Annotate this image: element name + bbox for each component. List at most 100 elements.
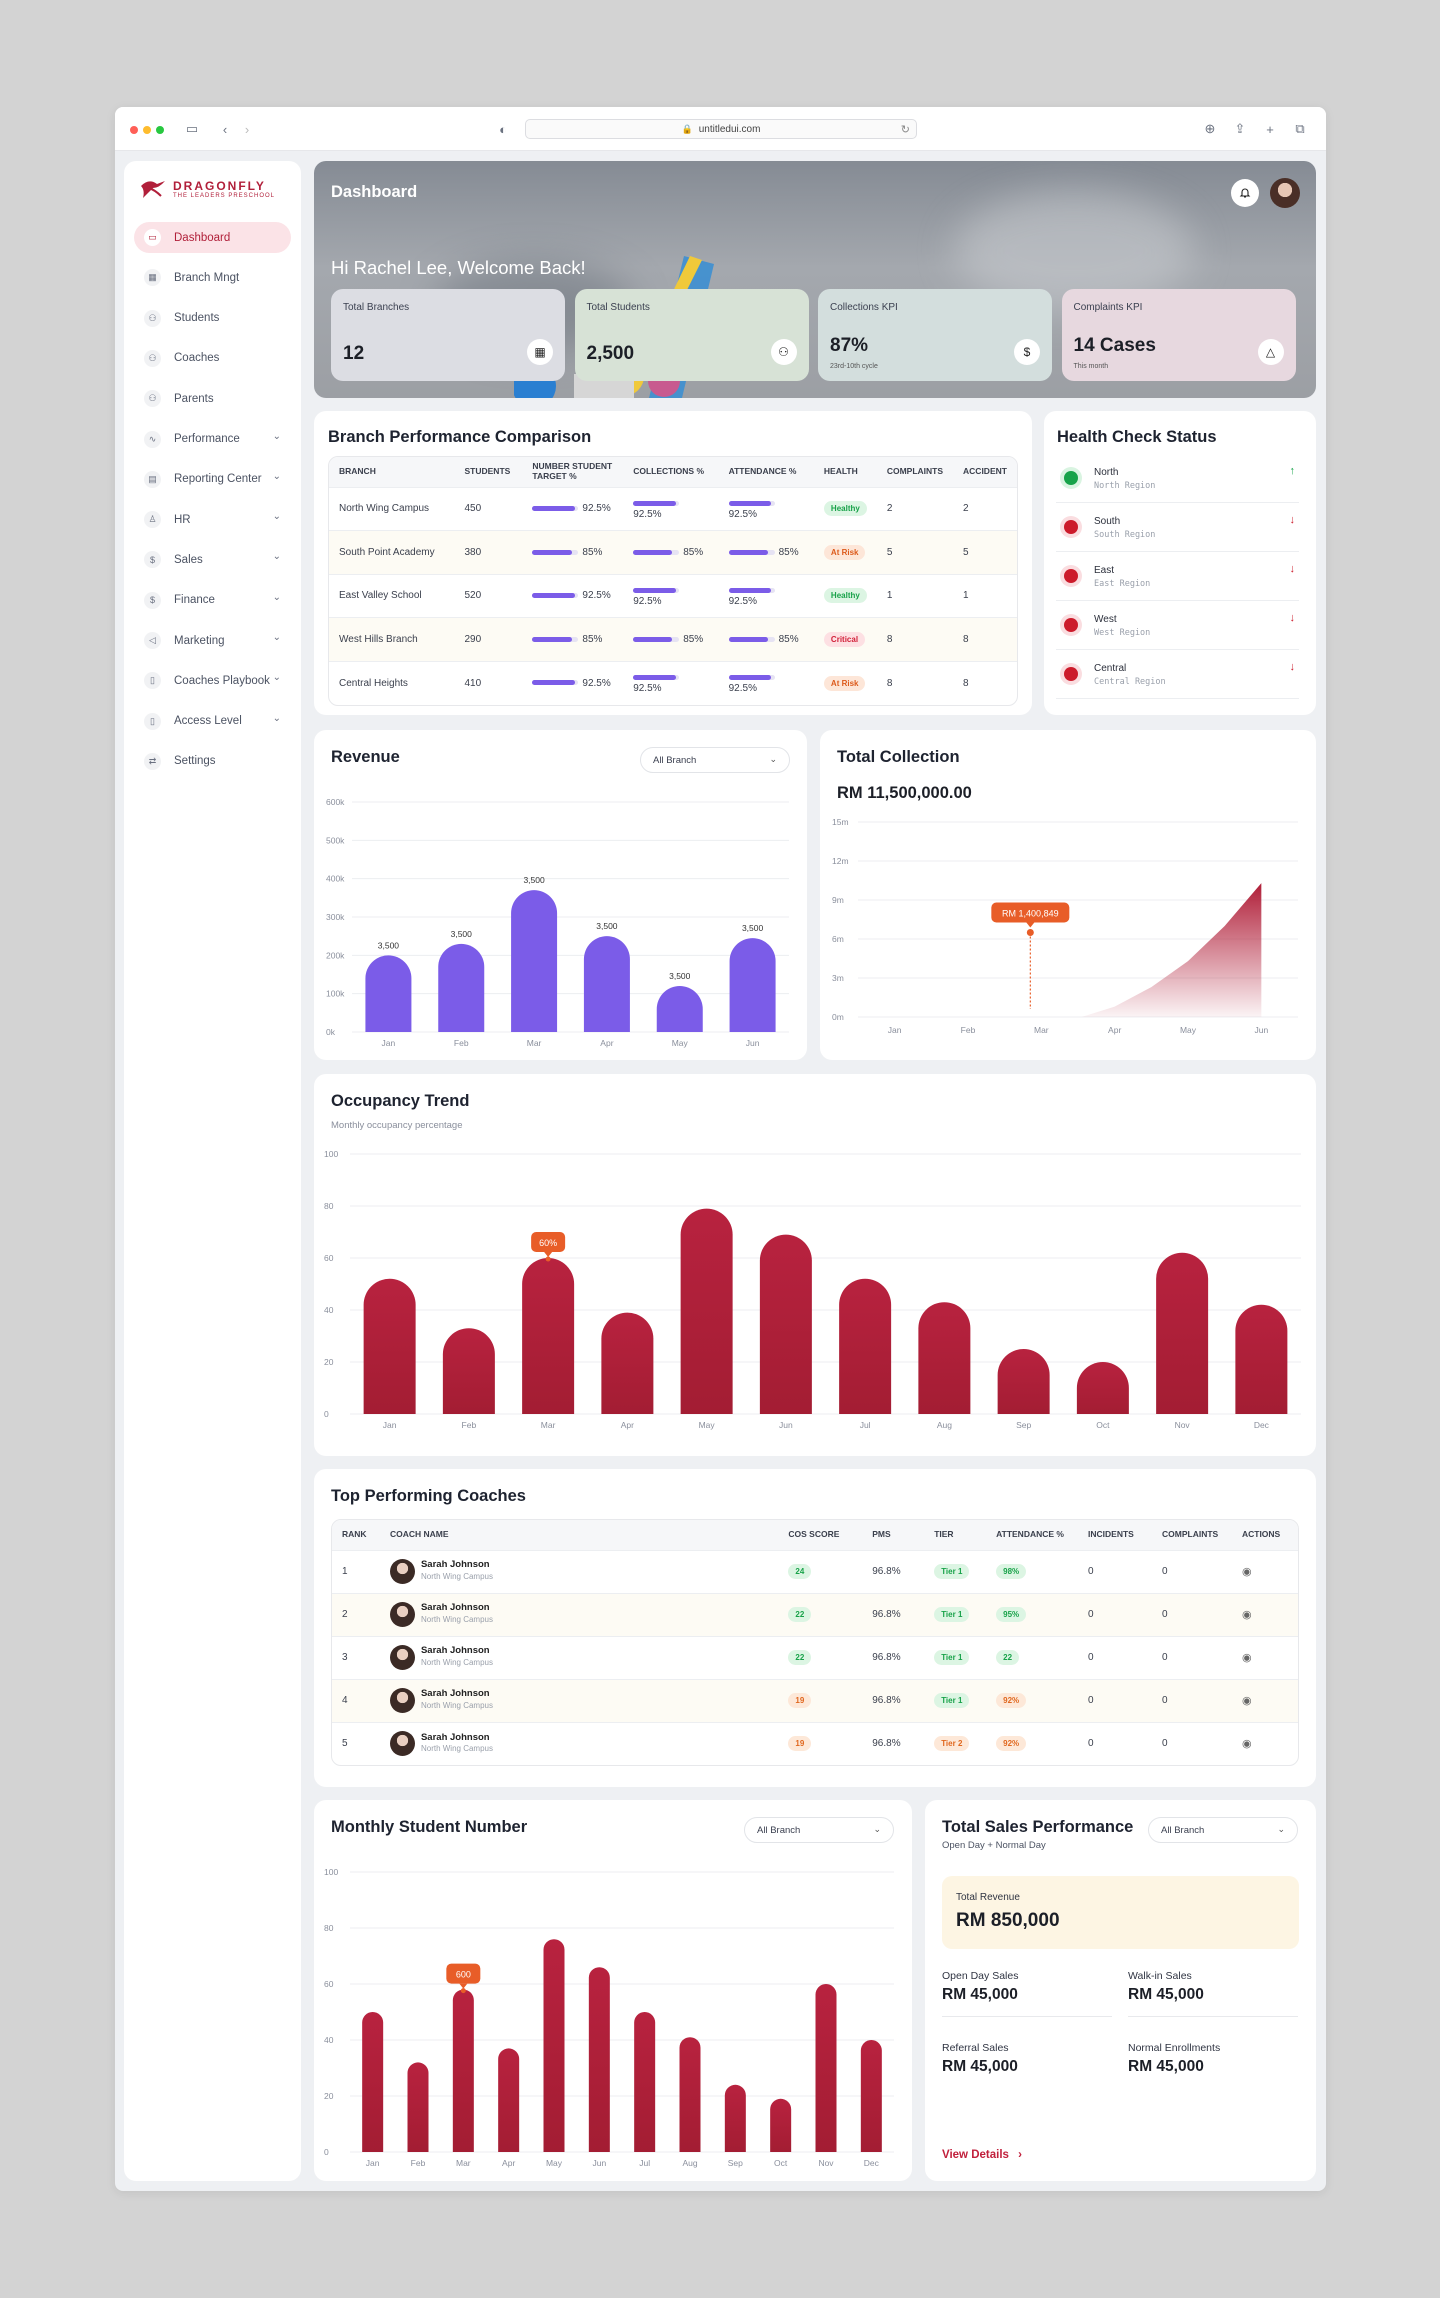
view-eye-icon[interactable]: ◉ xyxy=(1241,1695,1252,1707)
revenue-bar[interactable] xyxy=(729,938,776,1032)
chart-bar[interactable] xyxy=(362,2012,384,2152)
chart-bar[interactable] xyxy=(679,2037,701,2152)
chart-bar[interactable] xyxy=(452,1989,474,2152)
sidebar-toggle-icon[interactable]: ▭ xyxy=(185,121,199,136)
share-icon[interactable]: ⇪ xyxy=(1234,121,1246,136)
sidebar-item-performance[interactable]: ∿ Performance ⌄ xyxy=(134,424,291,455)
sidebar-item-coaches[interactable]: ⚇ Coaches xyxy=(134,343,291,374)
table-row[interactable]: 5 Sarah Johnson North Wing Campus 19 96.8% Ti… xyxy=(332,1721,1298,1765)
table-row[interactable]: South Point Academy 380 85% 85% 85% At Risk 5 5 xyxy=(329,530,1017,574)
chart-bar[interactable] xyxy=(522,1258,575,1414)
sidebar-item-settings[interactable]: ⇄ Settings xyxy=(134,746,291,777)
coach-name: Sarah Johnson xyxy=(420,1731,490,1743)
chart-bar[interactable] xyxy=(1076,1362,1129,1414)
health-item-east[interactable]: East East Region ↓ xyxy=(1056,555,1299,601)
avatar[interactable] xyxy=(1270,178,1300,208)
revenue-bar[interactable] xyxy=(438,943,485,1032)
health-item-north[interactable]: North North Region ↑ xyxy=(1056,457,1299,503)
table-row[interactable]: 3 Sarah Johnson North Wing Campus 22 96.8% Ti… xyxy=(332,1635,1298,1679)
sidebar-item-dashboard[interactable]: ▭ Dashboard xyxy=(134,222,291,253)
chart-bar[interactable] xyxy=(724,2084,746,2152)
tabs-overview-icon[interactable]: ⧉ xyxy=(1295,121,1305,136)
chart-tooltip: 60% xyxy=(531,1232,566,1257)
sidebar-item-hr[interactable]: ♙ HR ⌄ xyxy=(134,504,291,535)
sidebar-item-parents[interactable]: ⚇ Parents xyxy=(134,383,291,414)
table-row[interactable]: 2 Sarah Johnson North Wing Campus 22 96.8% Ti… xyxy=(332,1592,1298,1636)
tier-cell: Tier 2 xyxy=(924,1721,987,1765)
shield-icon[interactable]: ◐ xyxy=(499,121,507,137)
chart-bar[interactable] xyxy=(918,1302,971,1414)
sidebar-item-students[interactable]: ⚇ Students xyxy=(134,303,291,334)
table-row[interactable]: East Valley School 520 92.5% 92.5% 92.5% Heal… xyxy=(329,573,1017,618)
view-details-link[interactable]: View Details › xyxy=(942,2149,1022,2161)
revenue-bar[interactable] xyxy=(656,986,703,1032)
chart-bar[interactable] xyxy=(543,1939,565,2152)
table-row[interactable]: Central Heights 410 92.5% 92.5% 92.5% At Risk… xyxy=(329,660,1017,705)
sidebar-item-access-level[interactable]: ▯ Access Level ⌄ xyxy=(134,706,291,737)
notifications-button[interactable] xyxy=(1231,179,1259,207)
new-tab-icon[interactable]: + xyxy=(1266,121,1274,137)
health-item-central[interactable]: Central Central Region ↓ xyxy=(1056,653,1299,699)
reload-icon[interactable]: ↻ xyxy=(900,124,910,136)
forward-icon[interactable]: › xyxy=(244,121,250,137)
bar-data-label: 3,500 xyxy=(669,971,691,981)
revenue-bar[interactable] xyxy=(511,890,558,1032)
chart-bar[interactable] xyxy=(407,2062,429,2152)
students-count: 410 xyxy=(454,660,523,705)
revenue-bar[interactable] xyxy=(583,936,630,1032)
chart-bar[interactable] xyxy=(1156,1252,1209,1414)
kpi-card-complaints-kpi[interactable]: Complaints KPI 14 Cases This month △ xyxy=(1061,289,1296,381)
view-eye-icon[interactable]: ◉ xyxy=(1241,1566,1252,1578)
sidebar-item-marketing[interactable]: ◁ Marketing ⌄ xyxy=(134,625,291,656)
chart-bar[interactable] xyxy=(997,1349,1050,1414)
chart-bar[interactable] xyxy=(588,1967,610,2152)
chart-bar[interactable] xyxy=(498,2048,520,2152)
sales-branch-select[interactable]: All Branch ⌄ xyxy=(1148,1817,1298,1843)
sidebar-item-branch-mngt[interactable]: ▦ Branch Mngt xyxy=(134,262,291,293)
sidebar-item-coaches-playbook[interactable]: ▯ Coaches Playbook ⌄ xyxy=(134,665,291,696)
chart-bar[interactable] xyxy=(839,1278,892,1414)
view-eye-icon[interactable]: ◉ xyxy=(1241,1738,1252,1751)
chart-bar[interactable] xyxy=(634,2012,656,2152)
kpi-card-collections-kpi[interactable]: Collections KPI 87% 23rd-10th cycle $ xyxy=(818,289,1052,381)
table-row[interactable]: North Wing Campus 450 92.5% 92.5% 92.5% Healt… xyxy=(329,486,1017,531)
chart-bar[interactable] xyxy=(601,1312,654,1414)
health-item-south[interactable]: South South Region ↓ xyxy=(1056,506,1299,552)
marker-point[interactable] xyxy=(1026,929,1034,936)
view-eye-icon[interactable]: ◉ xyxy=(1241,1609,1252,1621)
chart-bar[interactable] xyxy=(680,1208,733,1414)
sidebar-item-sales[interactable]: $ Sales ⌄ xyxy=(134,544,291,575)
table-row[interactable]: 1 Sarah Johnson North Wing Campus 24 96.8% Ti… xyxy=(332,1549,1298,1593)
collections-value: 85% xyxy=(683,546,704,558)
brand-logo[interactable]: DRAGONFLY THE LEADERS PRESCHOOL xyxy=(139,178,275,200)
brand-tagline: THE LEADERS PRESCHOOL xyxy=(173,193,276,199)
minimize-window-button[interactable] xyxy=(143,126,151,134)
sidebar-item-reporting-center[interactable]: ▤ Reporting Center ⌄ xyxy=(134,464,291,495)
chart-bar[interactable] xyxy=(1235,1304,1288,1414)
table-row[interactable]: 4 Sarah Johnson North Wing Campus 19 96.8% Ti… xyxy=(332,1678,1298,1722)
sidebar-item-finance[interactable]: $ Finance ⌄ xyxy=(134,585,291,616)
chart-bar[interactable] xyxy=(363,1278,416,1414)
download-icon[interactable]: ⊕ xyxy=(1204,121,1216,136)
chart-bar[interactable] xyxy=(815,1984,837,2152)
maximize-window-button[interactable] xyxy=(156,126,164,134)
address-bar[interactable]: 🔒 untitledui.com ↻ xyxy=(525,119,917,139)
monthly-branch-select[interactable]: All Branch ⌄ xyxy=(744,1817,894,1843)
column-header: COS SCORE xyxy=(778,1520,863,1550)
kpi-card-total-branches[interactable]: Total Branches 12 ▦ xyxy=(331,289,565,381)
revenue-bar[interactable] xyxy=(365,955,412,1032)
chart-bar[interactable] xyxy=(770,2098,792,2152)
table-row[interactable]: West Hills Branch 290 85% 85% 85% Critical 8 8 xyxy=(329,617,1017,661)
close-window-button[interactable] xyxy=(130,126,138,134)
y-tick-label: 500k xyxy=(326,835,345,845)
attendance-badge: 98% xyxy=(996,1564,1027,1579)
chart-bar[interactable] xyxy=(442,1328,495,1414)
health-item-west[interactable]: West West Region ↓ xyxy=(1056,604,1299,650)
view-eye-icon[interactable]: ◉ xyxy=(1241,1652,1252,1664)
chart-bar[interactable] xyxy=(759,1234,812,1414)
revenue-branch-select[interactable]: All Branch ⌄ xyxy=(640,747,790,773)
kpi-card-total-students[interactable]: Total Students 2,500 ⚇ xyxy=(574,289,809,381)
x-tick-label: Apr xyxy=(600,1038,613,1048)
chart-bar[interactable] xyxy=(860,2040,882,2152)
back-icon[interactable]: ‹ xyxy=(222,121,228,137)
